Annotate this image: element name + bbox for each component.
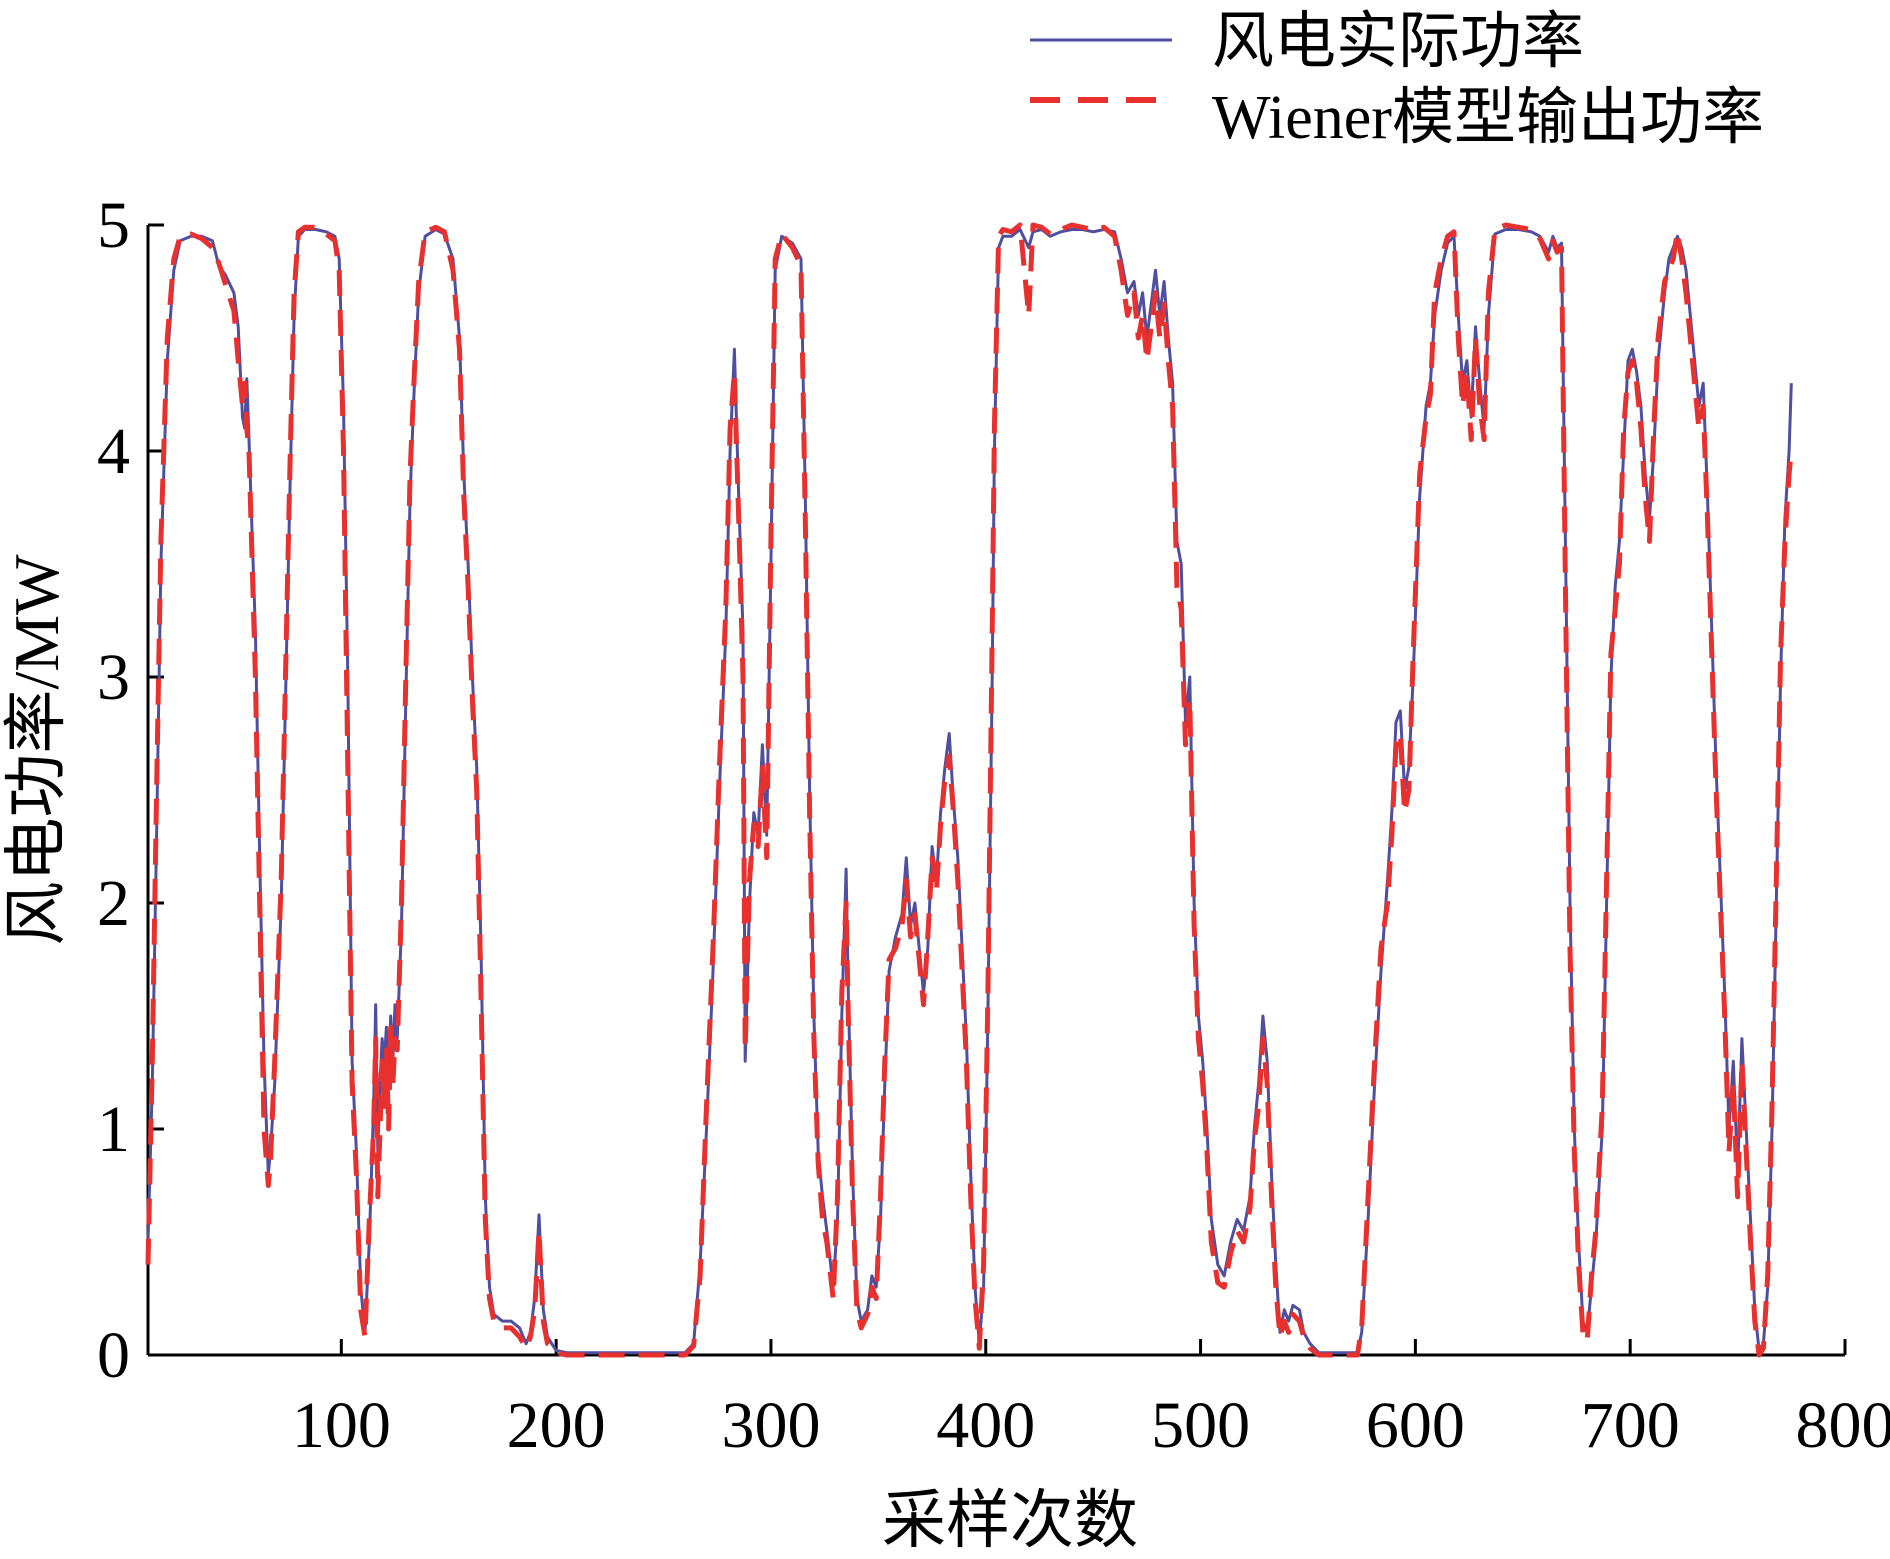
y-tick-label: 3 <box>97 641 130 714</box>
x-tick-label: 100 <box>292 1389 391 1462</box>
y-tick-label: 2 <box>97 867 130 940</box>
x-tick-label: 800 <box>1796 1389 1890 1462</box>
legend: 风电实际功率 Wiener模型输出功率 <box>1030 8 1764 152</box>
y-tick-label: 4 <box>97 415 130 488</box>
series-group <box>145 222 1794 1358</box>
x-tick-label: 500 <box>1151 1389 1250 1462</box>
x-tick-label: 400 <box>936 1389 1035 1462</box>
series-line-model <box>145 222 1794 1358</box>
legend-label-model: Wiener模型输出功率 <box>1212 84 1764 152</box>
x-tick-label: 300 <box>721 1389 820 1462</box>
y-axis-label: 风电功率/MW <box>1 554 72 946</box>
y-tick-label: 1 <box>97 1093 130 1166</box>
x-tick-label: 200 <box>507 1389 606 1462</box>
x-ticks: 100 200 300 400 500 600 700 800 <box>292 1339 1890 1462</box>
y-tick-label: 0 <box>97 1319 130 1392</box>
x-axis-label: 采样次数 <box>882 1485 1138 1556</box>
y-tick-label: 5 <box>97 189 130 262</box>
y-ticks: 0 1 2 3 4 5 <box>97 189 164 1392</box>
legend-label-actual: 风电实际功率 <box>1212 8 1584 76</box>
x-tick-label: 700 <box>1581 1389 1680 1462</box>
x-tick-label: 600 <box>1366 1389 1465 1462</box>
